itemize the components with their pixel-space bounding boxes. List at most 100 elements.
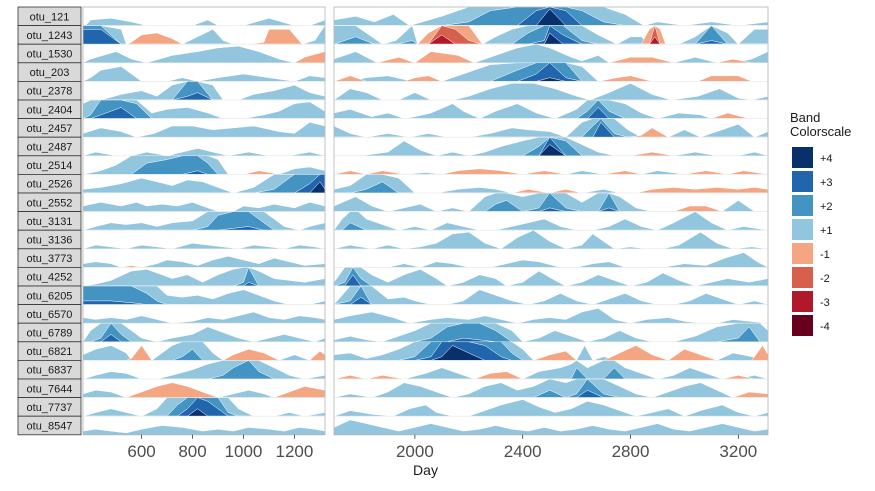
band-pos-1 [83,25,325,45]
band-pos-1 [334,118,768,138]
band-pos-1 [334,286,768,305]
legend-label-+1: +1 [820,225,833,237]
band-pos-1 [83,122,325,138]
band-pos-4 [334,77,768,82]
strip-otu_6837: otu_6837 [17,359,82,380]
x-tick-label-2800: 2800 [612,442,650,461]
legend-swatch-+4 [792,147,813,168]
band-pos-1 [83,267,325,286]
band-pos-4 [83,181,325,193]
strip-otu_4252: otu_4252 [17,266,82,287]
strip-label: otu_7737 [27,402,73,414]
strip-label: otu_6570 [27,309,73,321]
strip-otu_121: otu_121 [17,6,82,27]
band-pos-3 [334,121,768,138]
horizon-otu_4252-panel-1 [83,267,325,286]
strip-otu_1530: otu_1530 [17,43,82,64]
legend-title-line-1: Band [790,110,820,125]
band-pos-1 [334,211,768,231]
horizon-otu_203-panel-2 [334,62,768,82]
legend-swatch--2 [792,267,813,288]
strip-label: otu_2404 [27,104,73,116]
band-pos-1 [334,230,768,249]
legend-label-+3: +3 [820,177,833,189]
strip-otu_3773: otu_3773 [17,248,82,268]
strip-label: otu_121 [30,11,70,23]
strip-label: otu_6837 [27,365,73,377]
legend-swatch-+3 [792,171,813,192]
horizon-otu_2552-panel-1 [83,202,325,212]
band-pos-1 [83,202,325,212]
strip-label: otu_2514 [27,160,73,172]
band-pos-2 [83,348,325,361]
legend-swatch-+2 [792,195,813,216]
strip-label: otu_6205 [27,290,73,302]
legend-label--3: -3 [820,297,830,309]
legend-swatch-+1 [792,219,813,240]
band-neg-1 [334,168,768,175]
band-neg-1 [334,371,768,379]
strip-otu_2487: otu_2487 [17,136,82,157]
x-tick-label-2400: 2400 [504,442,542,461]
strip-label: otu_2487 [27,142,73,154]
strip-otu_2404: otu_2404 [17,99,82,120]
strip-otu_2552: otu_2552 [17,192,82,213]
band-neg-1 [334,127,768,138]
horizon-otu_3136-panel-1 [83,242,325,249]
strip-label: otu_7644 [27,383,73,395]
horizon-otu_2457-panel-2 [334,118,768,138]
horizon-otu_6837-panel-2 [334,360,768,379]
band-pos-1 [83,341,325,361]
strip-otu_8547: otu_8547 [17,415,82,436]
strip-label: otu_2457 [27,123,73,135]
strip-otu_203: otu_203 [17,62,82,82]
strip-otu_6570: otu_6570 [17,304,82,324]
horizon-otu_8547-panel-2 [334,419,768,435]
band-neg-1 [334,151,768,156]
horizon-otu_3136-panel-2 [334,230,768,249]
strip-label: otu_3136 [27,235,73,247]
horizon-otu_2526-panel-2 [334,174,768,193]
horizon-otu_2526-panel-1 [83,174,325,193]
band-pos-1 [83,311,325,324]
strip-otu_7644: otu_7644 [17,378,82,399]
strip-otu_3131: otu_3131 [17,211,82,231]
strip-otu_2457: otu_2457 [17,118,82,138]
band-neg-1 [334,345,768,361]
strip-label: otu_1243 [27,30,73,42]
strip-otu_3136: otu_3136 [17,229,82,250]
strip-otu_1243: otu_1243 [17,25,82,45]
panel-2-border [333,6,769,436]
strip-label: otu_2552 [27,197,73,209]
band-pos-1 [334,399,768,417]
x-tick-label-3200: 3200 [719,442,757,461]
strip-label: otu_4252 [27,272,73,284]
legend-label-+2: +2 [820,201,833,213]
strip-otu_7737: otu_7737 [17,397,82,417]
band-pos-3 [334,274,768,286]
band-pos-1 [334,83,768,101]
horizon-otu_6837-panel-1 [83,360,325,379]
x-tick-label-800: 800 [178,442,206,461]
strip-otu_6789: otu_6789 [17,322,82,343]
band-pos-1 [83,323,325,342]
band-pos-1 [83,255,325,268]
horizon-otu_2487-panel-1 [83,148,325,156]
horizon-otu_203-panel-1 [83,66,325,82]
band-pos-3 [334,62,768,82]
band-pos-3 [83,282,325,286]
band-pos-1 [83,66,325,82]
strip-otu_6205: otu_6205 [17,285,82,306]
x-axis-label: Day [413,462,438,478]
legend-title-line-2: Colorscale [790,124,851,139]
horizon-otu_8547-panel-1 [83,425,325,435]
horizon-otu_2457-panel-1 [83,122,325,138]
strip-label: otu_2378 [27,86,73,98]
strip-otu_2514: otu_2514 [17,155,82,175]
strip-label: otu_3131 [27,216,73,228]
x-tick-label-2000: 2000 [396,442,434,461]
horizon-otu_7737-panel-2 [334,399,768,417]
band-pos-2 [334,367,768,379]
